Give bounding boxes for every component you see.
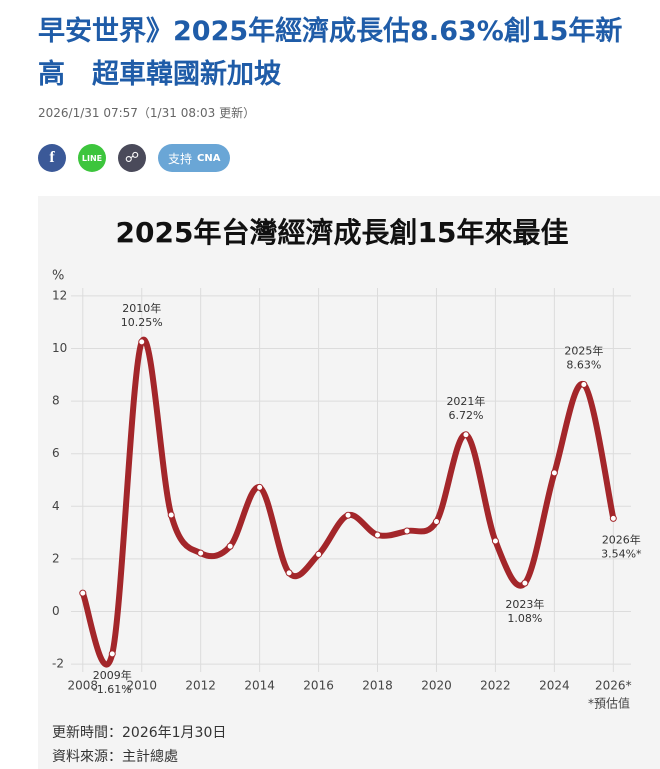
- point: [344, 511, 352, 519]
- y-axis-label: %: [52, 269, 64, 284]
- point: [609, 514, 617, 522]
- point-year: 2009年: [93, 668, 132, 682]
- point: [197, 549, 205, 557]
- point: [491, 537, 499, 545]
- point: [521, 579, 529, 587]
- y-tick-label: 2: [52, 551, 60, 565]
- note: *預估值: [588, 696, 630, 711]
- point: [432, 518, 440, 526]
- point-year: 2010年: [122, 301, 161, 315]
- value-label: 3.54%*: [601, 547, 642, 560]
- point: [462, 431, 470, 439]
- point: [285, 569, 293, 577]
- point: [226, 542, 234, 550]
- point-year: 2025年: [564, 344, 603, 358]
- point-year: 2021年: [446, 394, 485, 408]
- support-logo: CNA: [197, 152, 221, 164]
- point: [108, 650, 116, 658]
- support-button[interactable]: 支持 CNA: [158, 144, 231, 172]
- value-label: 8.63%: [566, 359, 601, 372]
- point: [79, 589, 87, 597]
- x-tick-label: 2012: [185, 679, 216, 693]
- line-button[interactable]: LINE: [78, 144, 106, 172]
- link-button[interactable]: ☍: [118, 144, 146, 172]
- x-tick-label: 2018: [362, 679, 393, 693]
- point-year: 2026年: [602, 532, 641, 546]
- x-tick-label: 2026*: [595, 679, 632, 693]
- y-tick-label: -2: [52, 657, 64, 671]
- y-tick-label: 10: [52, 341, 67, 355]
- support-text: 支持: [168, 151, 193, 166]
- point: [315, 550, 323, 558]
- value-label: 1.08%: [507, 612, 542, 625]
- article-title: 早安世界》2025年經濟成長估8.63%創15年新高 超車韓國新加坡: [38, 16, 623, 90]
- point: [403, 527, 411, 535]
- point-year: 2023年: [505, 597, 544, 611]
- y-tick-label: 0: [52, 604, 60, 618]
- point: [580, 381, 588, 389]
- y-tick-label: 12: [52, 288, 67, 302]
- updated: 更新時間：2026年1月30日: [52, 725, 226, 741]
- x-tick-label: 2022: [480, 679, 511, 693]
- x-tick-label: 2014: [244, 679, 275, 693]
- y-tick-label: 6: [52, 446, 60, 460]
- article-date: 2026/1/31 07:57（1/31 08:03 更新）: [38, 106, 256, 120]
- point: [550, 469, 558, 477]
- x-tick-label: 2024: [539, 679, 570, 693]
- share-bar: f LINE ☍ 支持 CNA: [38, 144, 231, 172]
- value-label: 10.25%: [121, 316, 163, 329]
- point: [167, 511, 175, 519]
- chart-title: 2025年台灣經濟成長創15年來最佳: [116, 216, 569, 249]
- y-tick-label: 4: [52, 499, 60, 513]
- facebook-button[interactable]: f: [38, 144, 66, 172]
- point: [138, 338, 146, 346]
- y-tick-label: 8: [52, 394, 60, 408]
- value-label: 6.72%: [448, 409, 483, 422]
- source: 資料來源：主計總處: [52, 748, 178, 765]
- point: [374, 531, 382, 539]
- x-tick-label: 2016: [303, 679, 334, 693]
- x-tick-label: 2020: [421, 679, 452, 693]
- x-tick-label: 2008: [68, 679, 99, 693]
- x-tick-label: 2010: [126, 679, 157, 693]
- value-label: -1.61%: [93, 683, 132, 696]
- point: [256, 483, 264, 491]
